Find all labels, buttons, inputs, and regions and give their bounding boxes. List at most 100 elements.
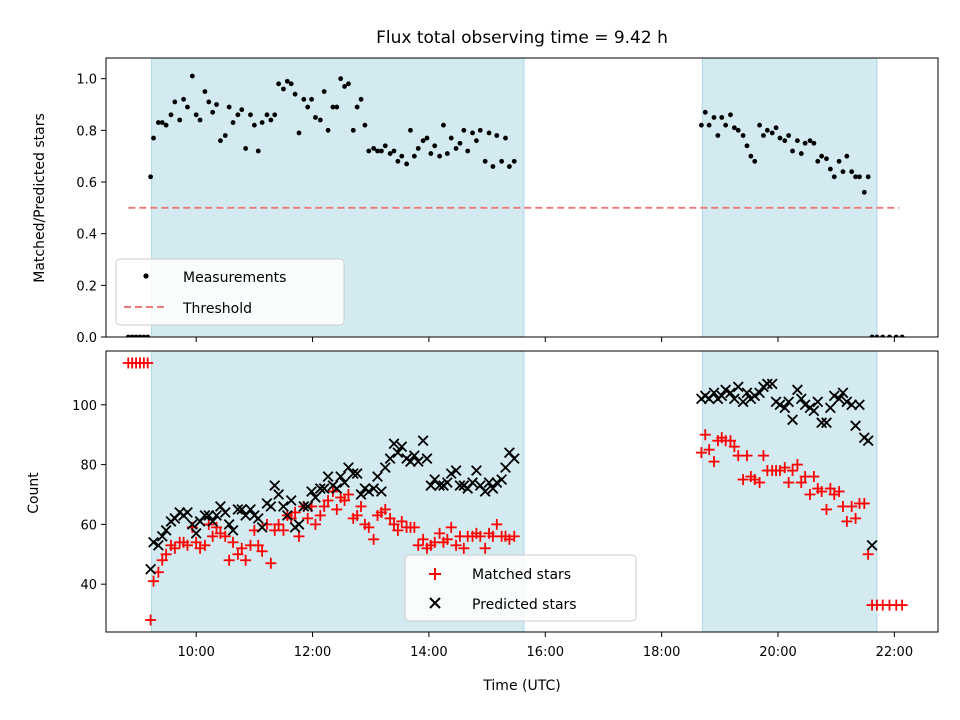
measurements-point: [740, 133, 746, 138]
matched-stars-point: [363, 521, 375, 533]
top-y-axis-label: Matched/Predicted stars: [32, 113, 48, 283]
predicted-stars-point: [417, 435, 429, 447]
predicted-stars-point: [351, 468, 363, 480]
measurements-point: [251, 122, 257, 128]
predicted-stars-point: [816, 417, 828, 429]
predicted-stars-point: [148, 536, 159, 548]
measurements-point: [218, 138, 223, 144]
predicted-stars-point: [728, 393, 740, 405]
measurements-point: [296, 130, 302, 136]
measurements-point: [865, 174, 871, 180]
matched-stars-point: [741, 450, 753, 462]
measurements-point: [465, 148, 471, 154]
matched-stars-point: [331, 503, 343, 515]
predicted-stars-point: [363, 486, 375, 497]
measurements-point: [358, 96, 364, 102]
measurements-point: [702, 109, 708, 115]
measurements-point: [735, 127, 741, 133]
measurements-point: [840, 169, 846, 175]
predicted-stars-point: [821, 417, 832, 429]
predicted-stars-point: [384, 453, 396, 465]
predicted-stars-point: [508, 453, 520, 465]
predicted-stars-point: [812, 396, 824, 408]
measurements-point: [453, 146, 459, 151]
measurements-point: [338, 76, 344, 82]
measurements-point: [786, 133, 792, 138]
matched-stars-point: [379, 503, 391, 515]
measurements-point: [375, 148, 380, 154]
matched-stars-point: [388, 518, 400, 530]
predicted-stars-point: [256, 521, 268, 533]
top-data-marks: [125, 73, 905, 337]
bottom-legend: Matched stars Predicted stars: [404, 554, 637, 622]
measurements-point: [836, 158, 842, 164]
predicted-stars-point: [708, 387, 720, 399]
predicted-stars-point: [375, 486, 387, 497]
measurements-point: [129, 334, 135, 337]
measurements-point: [798, 151, 804, 156]
measurements-point: [395, 158, 401, 164]
matched-stars-point: [160, 548, 172, 560]
measurements-point: [284, 78, 290, 84]
predicted-stars-point: [791, 384, 803, 396]
matched-stars-point: [351, 509, 363, 521]
matched-stars-point: [833, 486, 845, 497]
predicted-stars-point: [467, 477, 478, 488]
x-tick-label: 12:00: [294, 645, 331, 660]
measurements-point: [470, 130, 475, 136]
matched-stars-point: [846, 500, 858, 512]
measurements-point: [404, 161, 410, 167]
top-y-tick-label: 0.6: [76, 176, 97, 191]
measurements-point: [151, 135, 156, 141]
matched-stars-point: [355, 500, 367, 512]
predicted-stars-point: [160, 524, 172, 536]
bottom-shaded-interval-2: [702, 351, 877, 632]
bottom-y-tick-label: 40: [80, 578, 97, 593]
top-y-tick-label: 0.8: [76, 124, 97, 139]
predicted-stars-point: [783, 396, 795, 408]
matched-stars-point: [256, 545, 268, 557]
matched-stars-point: [342, 488, 354, 500]
measurements-point: [264, 112, 270, 118]
predicted-stars-point: [203, 509, 215, 521]
predicted-stars-legend-label: Predicted stars: [472, 597, 577, 613]
matched-stars-point: [450, 539, 462, 551]
predicted-stars-point: [720, 384, 732, 396]
predicted-stars-point: [207, 515, 219, 527]
measurements-point: [899, 334, 905, 337]
x-tick-label: 16:00: [527, 645, 564, 660]
top-y-tick-label: 0.0: [76, 331, 97, 346]
measurements-point: [769, 130, 775, 136]
measurements-point: [172, 99, 178, 105]
top-y-tick-label: 0.2: [76, 279, 97, 294]
predicted-stars-point: [491, 477, 503, 488]
measurements-point: [292, 91, 298, 97]
predicted-stars-point: [450, 465, 462, 477]
measurements-point: [723, 122, 729, 128]
measurements-point: [506, 164, 512, 169]
predicted-stars-point: [273, 489, 285, 500]
measurements-point: [305, 104, 311, 110]
matched-stars-point: [862, 548, 874, 560]
predicted-stars-point: [265, 501, 277, 512]
measurements-point: [444, 151, 450, 156]
matched-stars-point: [728, 441, 740, 453]
predicted-stars-point: [408, 450, 420, 462]
measurements-point: [259, 120, 265, 125]
measurements-point: [802, 140, 808, 146]
measurements-point: [137, 334, 143, 337]
measurements-point: [728, 112, 733, 118]
matched-stars-point: [199, 539, 211, 551]
matched-stars-point: [724, 435, 736, 447]
bottom-y-axis-label: Count: [26, 472, 42, 514]
measurements-point: [354, 104, 360, 110]
matched-stars-point: [156, 554, 168, 566]
predicted-stars-point: [339, 477, 350, 488]
measurements-point: [309, 96, 314, 102]
predicted-stars-point: [766, 378, 778, 390]
matched-stars-point: [223, 554, 235, 566]
x-tick-label: 14:00: [410, 645, 447, 660]
predicted-stars-point: [754, 387, 766, 399]
measurements-point: [448, 135, 454, 141]
matched-stars-point: [858, 497, 870, 509]
